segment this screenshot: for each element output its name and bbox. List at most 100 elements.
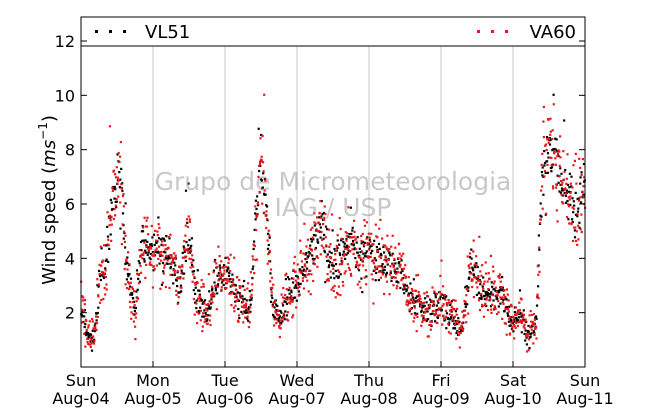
- point-vl51: [414, 300, 418, 303]
- point-va60: [472, 250, 475, 253]
- point-vl51: [422, 305, 425, 308]
- point-vl51: [375, 271, 378, 275]
- point-vl51: [342, 250, 345, 253]
- point-va60: [196, 281, 199, 285]
- point-vl51: [563, 119, 566, 122]
- point-va60: [143, 241, 146, 244]
- point-vl51: [123, 231, 126, 234]
- point-va60: [212, 271, 215, 274]
- point-va60: [229, 253, 232, 256]
- point-va60: [494, 286, 497, 289]
- point-va60: [292, 268, 295, 271]
- point-vl51: [452, 327, 455, 330]
- point-va60: [450, 308, 453, 312]
- point-va60: [115, 166, 118, 169]
- point-vl51: [160, 243, 163, 246]
- point-va60: [120, 183, 123, 186]
- point-va60: [107, 244, 110, 247]
- point-va60: [150, 224, 153, 228]
- point-vl51: [346, 246, 349, 249]
- point-vl51: [264, 193, 267, 196]
- legend-marker-va60: [505, 30, 508, 33]
- point-va60: [111, 186, 114, 189]
- point-va60: [127, 251, 130, 254]
- point-va60: [101, 259, 104, 262]
- point-va60: [548, 156, 551, 159]
- point-vl51: [217, 272, 220, 275]
- point-vl51: [525, 336, 528, 339]
- point-va60: [429, 320, 432, 323]
- point-va60: [334, 253, 337, 256]
- point-va60: [301, 279, 304, 283]
- point-va60: [163, 264, 166, 267]
- point-vl51: [248, 290, 251, 293]
- point-va60: [414, 313, 417, 317]
- point-vl51: [186, 221, 189, 224]
- point-vl51: [554, 148, 557, 151]
- point-va60: [198, 294, 201, 298]
- point-vl51: [246, 317, 249, 320]
- point-va60: [171, 259, 174, 263]
- point-va60: [477, 275, 480, 278]
- point-va60: [247, 282, 250, 285]
- point-va60: [340, 257, 343, 260]
- point-va60: [152, 251, 156, 254]
- point-va60: [381, 273, 384, 276]
- legend-marker-vl51: [109, 30, 112, 33]
- point-vl51: [551, 163, 554, 166]
- point-va60: [306, 238, 309, 241]
- point-va60: [497, 311, 500, 314]
- point-vl51: [331, 229, 334, 232]
- point-va60: [368, 248, 371, 251]
- point-vl51: [324, 225, 328, 228]
- point-va60: [156, 234, 159, 237]
- point-va60: [301, 277, 304, 280]
- point-vl51: [209, 307, 212, 310]
- point-va60: [322, 246, 325, 249]
- point-va60: [299, 250, 302, 253]
- point-vl51: [578, 226, 581, 229]
- point-va60: [455, 337, 458, 340]
- point-va60: [402, 252, 405, 255]
- point-va60: [569, 182, 572, 185]
- point-va60: [272, 302, 275, 305]
- point-va60: [342, 284, 345, 287]
- point-va60: [81, 321, 84, 324]
- point-va60: [532, 313, 535, 316]
- point-va60: [492, 282, 495, 285]
- point-va60: [559, 156, 562, 159]
- point-vl51: [527, 330, 530, 333]
- point-va60: [181, 265, 184, 268]
- point-vl51: [254, 199, 257, 202]
- point-vl51: [304, 253, 307, 256]
- point-vl51: [174, 264, 177, 267]
- point-va60: [193, 276, 196, 279]
- point-va60: [444, 298, 447, 301]
- point-vl51: [358, 247, 361, 250]
- point-va60: [98, 301, 102, 304]
- point-va60: [372, 302, 375, 305]
- point-va60: [153, 268, 156, 271]
- point-va60: [188, 220, 191, 223]
- point-vl51: [306, 256, 309, 259]
- point-vl51: [183, 272, 186, 275]
- point-vl51: [147, 251, 150, 254]
- point-vl51: [453, 322, 456, 325]
- point-va60: [194, 282, 197, 286]
- point-va60: [195, 302, 198, 305]
- point-vl51: [284, 310, 287, 313]
- point-vl51: [81, 315, 84, 318]
- point-vl51: [497, 305, 500, 308]
- point-va60: [310, 273, 313, 276]
- point-va60: [560, 193, 563, 196]
- point-vl51: [359, 258, 363, 261]
- x-tick-label-date: Aug-08: [340, 389, 397, 408]
- point-va60: [221, 278, 224, 281]
- point-va60: [314, 248, 317, 251]
- point-va60: [259, 137, 262, 140]
- point-vl51: [559, 191, 562, 194]
- point-va60: [261, 134, 264, 138]
- point-va60: [395, 272, 398, 275]
- point-vl51: [113, 185, 116, 188]
- point-va60: [416, 300, 419, 303]
